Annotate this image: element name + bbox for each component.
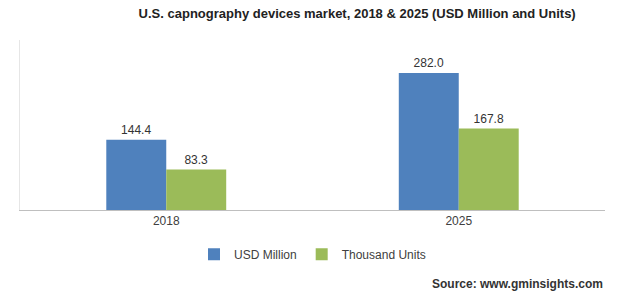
svg-text:Source: www.gminsights.com: Source: www.gminsights.com: [432, 277, 603, 291]
svg-text:Thousand Units: Thousand Units: [342, 248, 426, 262]
svg-text:144.4: 144.4: [121, 123, 151, 137]
svg-text:U.S. capnography devices marke: U.S. capnography devices market, 2018 & …: [139, 6, 576, 21]
svg-text:2025: 2025: [445, 214, 472, 228]
svg-text:USD Million: USD Million: [234, 248, 297, 262]
svg-text:167.8: 167.8: [474, 112, 504, 126]
svg-text:282.0: 282.0: [414, 56, 444, 70]
svg-text:2018: 2018: [153, 214, 180, 228]
svg-text:83.3: 83.3: [184, 153, 208, 167]
